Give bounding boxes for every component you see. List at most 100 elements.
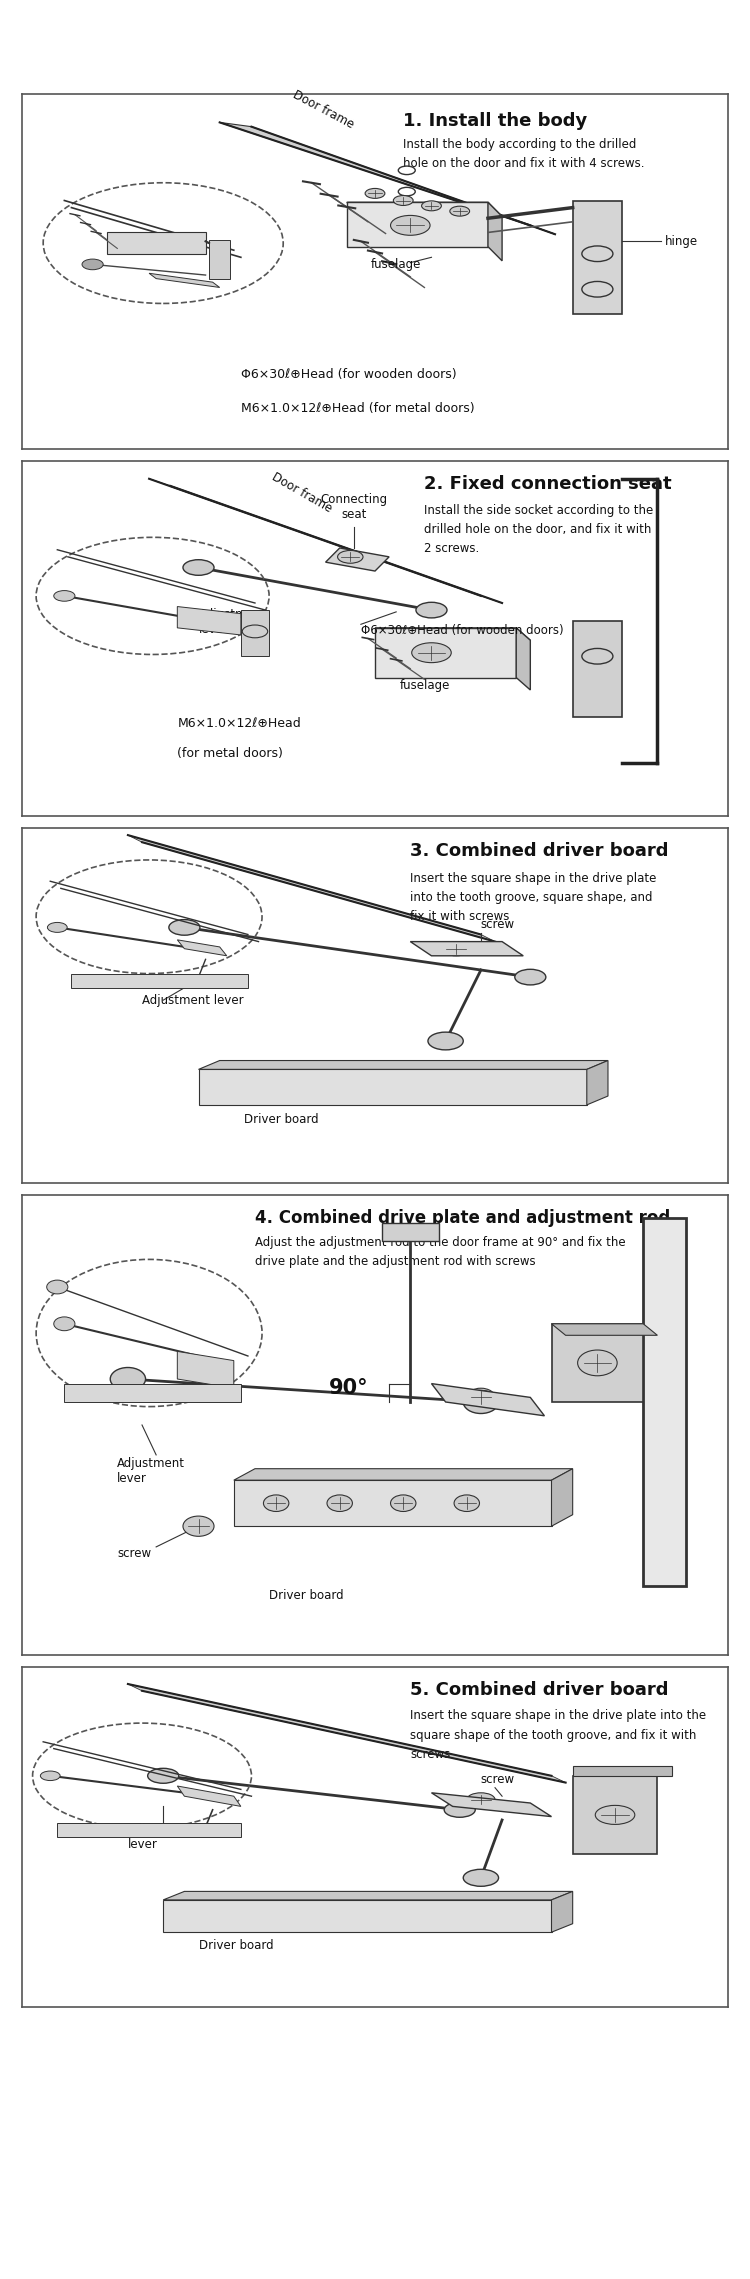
- Circle shape: [54, 590, 75, 602]
- Polygon shape: [128, 834, 495, 941]
- Circle shape: [183, 1516, 214, 1536]
- Text: 2. Fixed connection seat: 2. Fixed connection seat: [424, 476, 672, 492]
- Polygon shape: [346, 203, 488, 246]
- Polygon shape: [164, 1901, 551, 1933]
- Text: Adjust the adjustment rod to the door frame at 90° and fix the
drive plate and t: Adjust the adjustment rod to the door fr…: [255, 1237, 626, 1269]
- Polygon shape: [326, 547, 389, 572]
- Text: screw: screw: [117, 1547, 152, 1561]
- Circle shape: [514, 969, 546, 985]
- Text: Adjustment
lever: Adjustment lever: [199, 608, 266, 636]
- Text: fuselage: fuselage: [400, 679, 450, 693]
- Text: M6×1.0×12ℓ⊕Head: M6×1.0×12ℓ⊕Head: [177, 718, 301, 729]
- Polygon shape: [177, 606, 241, 636]
- Text: Φ6×30ℓ⊕Head (for wooden doors): Φ6×30ℓ⊕Head (for wooden doors): [241, 367, 457, 381]
- Text: 4. Combined drive plate and adjustment rod: 4. Combined drive plate and adjustment r…: [255, 1208, 671, 1226]
- Polygon shape: [516, 627, 530, 691]
- Text: Adjustment
lever: Adjustment lever: [128, 1823, 196, 1851]
- Text: 90°: 90°: [329, 1379, 369, 1399]
- Text: Adjustment lever: Adjustment lever: [142, 994, 244, 1007]
- Polygon shape: [551, 1892, 573, 1933]
- Circle shape: [416, 602, 447, 618]
- Text: Door frame: Door frame: [269, 469, 334, 515]
- Polygon shape: [346, 203, 502, 217]
- Circle shape: [338, 552, 363, 563]
- Polygon shape: [64, 1383, 241, 1402]
- Circle shape: [54, 1317, 75, 1331]
- Text: Adjustment
lever: Adjustment lever: [117, 1456, 185, 1486]
- Circle shape: [148, 1769, 178, 1782]
- Polygon shape: [573, 1775, 658, 1855]
- Circle shape: [327, 1495, 352, 1511]
- Text: screw: screw: [481, 1773, 515, 1787]
- Circle shape: [391, 217, 430, 235]
- Circle shape: [82, 260, 104, 269]
- Text: 3. Combined driver board: 3. Combined driver board: [410, 843, 669, 859]
- Text: Install the body according to the drilled
hole on the door and fix it with 4 scr: Install the body according to the drille…: [404, 139, 645, 171]
- Circle shape: [450, 205, 470, 217]
- Polygon shape: [375, 627, 516, 677]
- Bar: [106, 232, 206, 253]
- Text: (for metal doors): (for metal doors): [177, 748, 284, 761]
- Circle shape: [40, 1771, 60, 1780]
- Circle shape: [188, 611, 209, 622]
- Text: Install the side socket according to the
drilled hole on the door, and fix it wi: Install the side socket according to the…: [424, 504, 654, 554]
- Circle shape: [454, 1495, 479, 1511]
- Circle shape: [183, 561, 214, 574]
- Text: Insert the square shape in the drive plate
into the tooth groove, square shape, : Insert the square shape in the drive pla…: [410, 873, 657, 923]
- Polygon shape: [57, 1823, 241, 1837]
- Circle shape: [110, 1367, 146, 1390]
- Text: 5. Combined driver board: 5. Combined driver board: [410, 1680, 669, 1698]
- Circle shape: [422, 201, 441, 210]
- Text: Connecting
seat: Connecting seat: [320, 492, 388, 522]
- Polygon shape: [431, 1794, 551, 1816]
- Circle shape: [428, 1032, 464, 1051]
- Polygon shape: [199, 1060, 608, 1069]
- Circle shape: [263, 1495, 289, 1511]
- Text: 1. Install the body: 1. Install the body: [404, 112, 587, 130]
- Circle shape: [464, 1869, 499, 1887]
- Text: Door frame: Door frame: [290, 87, 356, 130]
- Circle shape: [412, 643, 452, 663]
- Polygon shape: [573, 1766, 671, 1775]
- Polygon shape: [220, 123, 555, 235]
- Polygon shape: [573, 201, 622, 315]
- Circle shape: [365, 189, 385, 198]
- Polygon shape: [410, 941, 524, 955]
- Circle shape: [596, 1805, 634, 1825]
- Text: Insert the square shape in the drive plate into the
square shape of the tooth gr: Insert the square shape in the drive pla…: [410, 1709, 706, 1759]
- Text: screw: screw: [481, 918, 515, 930]
- Polygon shape: [177, 1787, 241, 1807]
- Circle shape: [46, 1281, 68, 1294]
- Circle shape: [126, 237, 152, 248]
- Polygon shape: [488, 203, 502, 260]
- Circle shape: [466, 1794, 495, 1807]
- Polygon shape: [234, 1479, 551, 1527]
- Text: Driver board: Driver board: [244, 1112, 319, 1126]
- Polygon shape: [573, 620, 622, 716]
- Circle shape: [578, 1349, 617, 1377]
- Text: hinge: hinge: [664, 235, 698, 248]
- Text: Φ6×30ℓ⊕Head (for wooden doors): Φ6×30ℓ⊕Head (for wooden doors): [361, 624, 563, 638]
- Polygon shape: [551, 1324, 644, 1402]
- Circle shape: [444, 1803, 476, 1816]
- Polygon shape: [644, 1217, 686, 1586]
- Circle shape: [47, 923, 68, 932]
- Polygon shape: [177, 1351, 234, 1388]
- Polygon shape: [551, 1468, 573, 1527]
- Polygon shape: [234, 1468, 573, 1479]
- Polygon shape: [586, 1060, 608, 1105]
- Polygon shape: [199, 1069, 586, 1105]
- Polygon shape: [209, 239, 230, 278]
- Text: Installation diagram of door closer: Installation diagram of door closer: [22, 34, 728, 68]
- Text: Driver board: Driver board: [269, 1588, 344, 1602]
- Circle shape: [393, 196, 413, 205]
- Polygon shape: [551, 1324, 658, 1335]
- Text: M6×1.0×12ℓ⊕Head (for metal doors): M6×1.0×12ℓ⊕Head (for metal doors): [241, 401, 475, 415]
- Polygon shape: [431, 1383, 544, 1415]
- Polygon shape: [149, 479, 502, 604]
- Circle shape: [464, 1390, 499, 1413]
- Polygon shape: [382, 1222, 439, 1242]
- Polygon shape: [241, 611, 269, 656]
- Circle shape: [442, 941, 470, 955]
- Polygon shape: [177, 939, 226, 955]
